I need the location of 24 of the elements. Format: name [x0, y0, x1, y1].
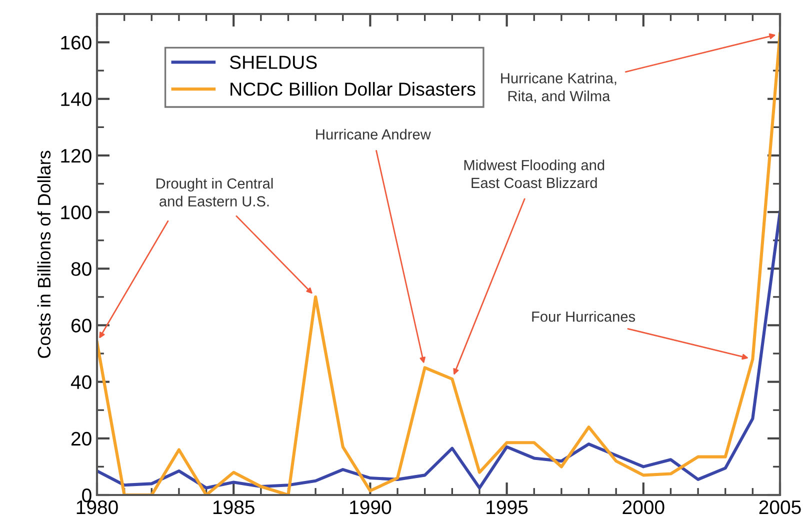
y-tick-label: 100 — [61, 206, 92, 220]
annotation: Drought in Central and Eastern U.S. — [156, 178, 273, 206]
x-tick-label: 1985 — [213, 500, 254, 514]
y-tick-label: 160 — [61, 36, 92, 50]
annotation: Hurricane Andrew — [316, 128, 431, 140]
legend-label: NCDC Billion Dollar Disasters — [230, 82, 476, 96]
annotation: Four Hurricanes — [532, 311, 636, 322]
annotation: Hurricane Katrina, Rita, and Wilma — [501, 72, 616, 103]
y-tick-label: 40 — [70, 375, 92, 390]
legend-label: SHELDUS — [230, 56, 317, 69]
x-tick-label: 1995 — [486, 500, 528, 514]
y-tick-label: 120 — [61, 148, 92, 163]
line-series — [97, 210, 780, 490]
y-tick-label: 60 — [72, 318, 92, 332]
x-tick-label: 2005 — [759, 500, 801, 514]
x-tick-label: 1990 — [350, 500, 392, 514]
y-axis-title: Costs in Billions of Dollars — [37, 150, 51, 358]
y-tick-label: 20 — [71, 432, 92, 446]
y-tick-label: 0 — [82, 488, 92, 502]
y-tick-label: 80 — [71, 262, 92, 276]
y-tick-label: 140 — [61, 92, 92, 106]
x-tick-label: 2000 — [622, 500, 664, 514]
x-tick-label: 1980 — [76, 500, 118, 514]
annotation: Midwest Flooding and East Coast Blizzard — [464, 160, 604, 188]
